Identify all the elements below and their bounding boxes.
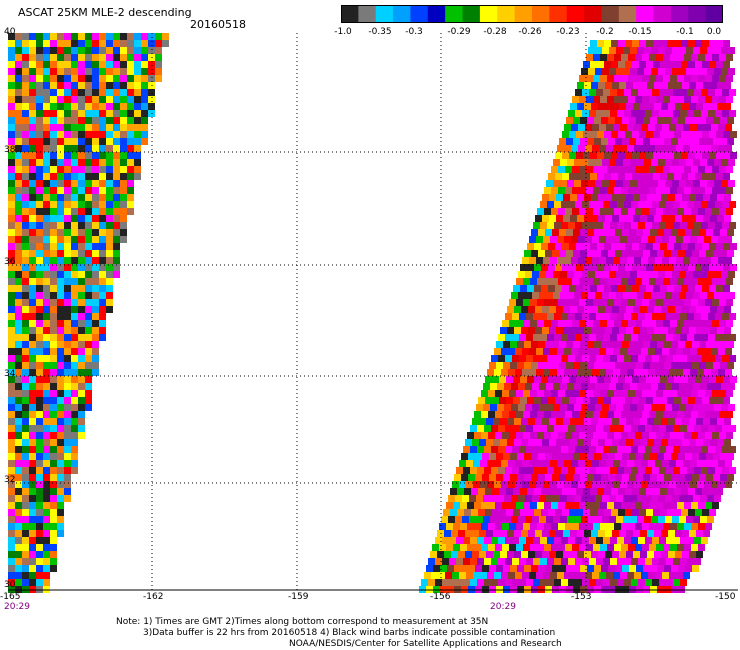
- colorbar-label: -0.35: [368, 27, 392, 37]
- lat-label-34: 34: [4, 369, 16, 379]
- lat-label-38: 38: [4, 145, 16, 155]
- colorbar: [341, 5, 723, 23]
- colorbar-swatch: [705, 5, 723, 23]
- note-line-3: NOAA/NESDIS/Center for Satellite Applica…: [289, 639, 562, 649]
- colorbar-swatch: [566, 5, 585, 23]
- lon-label-153: -153: [571, 592, 592, 602]
- colorbar-swatch: [479, 5, 498, 23]
- colorbar-swatch: [670, 5, 689, 23]
- colorbar-swatch: [497, 5, 516, 23]
- colorbar-swatch: [601, 5, 620, 23]
- colorbar-swatch: [688, 5, 707, 23]
- colorbar-swatch: [358, 5, 377, 23]
- swath-pixels: [8, 33, 737, 593]
- colorbar-swatch: [549, 5, 568, 23]
- colorbar-swatch: [618, 5, 637, 23]
- colorbar-swatch: [653, 5, 672, 23]
- colorbar-swatch: [341, 5, 359, 23]
- lat-label-36: 36: [4, 257, 16, 267]
- map-title: ASCAT 25KM MLE-2 descending: [18, 6, 192, 19]
- note-line-1: Note: 1) Times are GMT 2)Times along bot…: [116, 617, 489, 627]
- lon-label-165: -165: [0, 592, 21, 602]
- note-line-2: 3)Data buffer is 22 hrs from 20160518 4)…: [143, 628, 556, 638]
- colorbar-label: -0.26: [518, 27, 542, 37]
- colorbar-swatch: [375, 5, 394, 23]
- colorbar-swatch: [445, 5, 464, 23]
- colorbar-label: -0.2: [596, 27, 614, 37]
- colorbar-swatch: [393, 5, 411, 23]
- colorbar-swatch: [636, 5, 655, 23]
- colorbar-swatch: [514, 5, 533, 23]
- colorbar-swatch: [410, 5, 429, 23]
- colorbar-label: -0.28: [483, 27, 507, 37]
- colorbar-frame: [341, 5, 723, 23]
- lon-label-159: -159: [288, 592, 309, 602]
- grid-lines: [8, 33, 738, 591]
- colorbar-label: 0.0: [706, 27, 722, 37]
- lon-label-150: -150: [715, 592, 736, 602]
- colorbar-swatches: [341, 5, 723, 23]
- colorbar-label: -1.0: [334, 27, 352, 37]
- colorbar-label: -0.3: [405, 27, 423, 37]
- lat-label-40: 40: [4, 27, 16, 37]
- colorbar-label: -0.29: [447, 27, 471, 37]
- time-label-right: 20:29: [490, 602, 516, 612]
- time-label-left: 20:29: [4, 602, 30, 612]
- colorbar-swatch: [532, 5, 550, 23]
- colorbar-swatch: [462, 5, 481, 23]
- lon-label-162: -162: [143, 592, 164, 602]
- colorbar-swatch: [584, 5, 602, 23]
- map-date: 20160518: [190, 18, 246, 31]
- colorbar-label: -0.15: [628, 27, 652, 37]
- colorbar-label: -0.1: [676, 27, 694, 37]
- lat-label-32: 32: [4, 475, 16, 485]
- colorbar-label: -0.23: [556, 27, 580, 37]
- lat-label-30: 30: [4, 580, 16, 590]
- lon-label-156: -156: [430, 592, 451, 602]
- colorbar-swatch: [427, 5, 446, 23]
